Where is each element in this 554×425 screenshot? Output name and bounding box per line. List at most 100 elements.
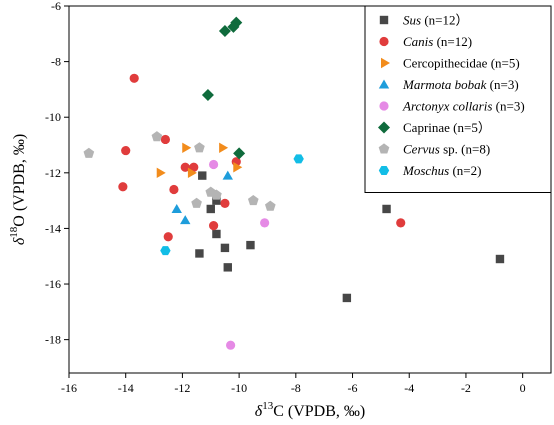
data-point bbox=[160, 134, 170, 145]
legend-label-part: (n=3) bbox=[492, 99, 524, 114]
axes: -16 -14 -12 -10 -8 -6 -4 -2 0 -18 -16 -14 -12 -10 -8 -6… bbox=[8, 0, 552, 420]
legend-label: Cercopithecidae (n=5) bbox=[403, 56, 520, 71]
series-1 bbox=[118, 73, 406, 242]
legend-label-part: Canis bbox=[403, 34, 433, 49]
plot-area bbox=[83, 16, 505, 350]
data-point bbox=[129, 73, 139, 83]
legend-box bbox=[364, 5, 552, 193]
data-point bbox=[247, 195, 259, 206]
legend-marker bbox=[378, 121, 390, 134]
x-tick-label: -8 bbox=[291, 381, 301, 395]
data-point bbox=[396, 218, 406, 228]
legend-label: Arctonyx collaris (n=3) bbox=[402, 99, 525, 114]
series-4 bbox=[209, 159, 270, 350]
legend-label-part: (n=2) bbox=[449, 163, 481, 178]
data-point bbox=[182, 142, 192, 153]
y-tick-label: -10 bbox=[45, 110, 61, 124]
legend-label-part: Sus bbox=[403, 13, 421, 28]
y-axis-title: δ18O (VPDB, ‰) bbox=[8, 134, 28, 245]
legend-label: Sus (n=12） bbox=[403, 13, 468, 28]
data-point bbox=[195, 249, 204, 258]
legend-label-part: Caprinae (n=5） bbox=[403, 120, 491, 135]
data-point bbox=[156, 167, 166, 179]
y-tick-label: -18 bbox=[45, 333, 61, 347]
x-tick-label: 0 bbox=[520, 381, 526, 395]
data-point bbox=[151, 131, 163, 142]
legend-label-part: Cercopithecidae (n=5) bbox=[403, 56, 520, 71]
data-point bbox=[163, 232, 173, 242]
data-point bbox=[209, 159, 219, 170]
x-axis-title-delta: δ bbox=[255, 403, 263, 420]
legend-marker bbox=[378, 166, 390, 175]
x-tick-label: -14 bbox=[118, 381, 134, 395]
data-point bbox=[293, 154, 304, 164]
data-point bbox=[246, 240, 255, 250]
series-6 bbox=[83, 131, 276, 211]
y-tick-label: -16 bbox=[45, 277, 61, 291]
x-tick-label: -12 bbox=[174, 381, 190, 395]
series-7 bbox=[160, 154, 304, 256]
legend-label-part: Marmota bobak bbox=[402, 77, 487, 92]
legend-label: Moschus (n=2) bbox=[402, 163, 481, 178]
legend-label: Marmota bobak (n=3) bbox=[402, 77, 519, 92]
data-point bbox=[83, 147, 95, 158]
legend-marker bbox=[379, 101, 389, 111]
data-point bbox=[121, 145, 131, 156]
y-tick-label: -8 bbox=[51, 55, 61, 69]
data-point bbox=[218, 25, 231, 38]
data-point bbox=[226, 340, 236, 350]
data-point bbox=[264, 200, 276, 211]
data-point bbox=[118, 182, 128, 192]
data-point bbox=[171, 203, 182, 213]
data-point bbox=[495, 254, 505, 264]
data-point bbox=[223, 263, 232, 272]
x-axis-title-sup: 13 bbox=[262, 400, 274, 412]
legend-marker bbox=[379, 15, 389, 25]
x-tick-label: -4 bbox=[404, 381, 414, 395]
legend-label: Caprinae (n=5） bbox=[403, 120, 491, 135]
data-point bbox=[212, 229, 221, 239]
legend-label: Cervus sp. (n=8) bbox=[403, 142, 490, 157]
legend: Sus (n=12） Canis (n=12) Cercopithecidae (n… bbox=[364, 5, 552, 193]
y-axis-title-delta: δ bbox=[11, 237, 28, 245]
data-point bbox=[233, 162, 243, 173]
data-point bbox=[222, 170, 233, 180]
x-axis-title-text: C (VPDB, ‰) bbox=[273, 403, 365, 420]
legend-marker bbox=[379, 36, 389, 47]
y-axis-title-sup: 18 bbox=[8, 226, 20, 238]
legend-marker bbox=[381, 57, 390, 69]
series-5 bbox=[201, 16, 246, 160]
legend-label-part: Arctonyx collaris bbox=[402, 99, 492, 114]
data-point bbox=[169, 184, 179, 195]
data-point bbox=[160, 246, 171, 256]
legend-label-part: (n=12） bbox=[421, 13, 468, 28]
data-point bbox=[342, 293, 352, 303]
data-point bbox=[194, 142, 205, 153]
x-tick-label: -16 bbox=[61, 381, 77, 395]
data-point bbox=[209, 221, 219, 231]
legend-label: Canis (n=12) bbox=[403, 34, 472, 49]
series-2 bbox=[156, 142, 243, 179]
data-point bbox=[189, 162, 199, 172]
data-point bbox=[220, 243, 230, 253]
data-point bbox=[211, 189, 222, 200]
x-tick-label: -2 bbox=[461, 381, 471, 395]
y-tick-label: -14 bbox=[45, 221, 61, 235]
data-point bbox=[180, 215, 191, 225]
data-point bbox=[180, 162, 190, 172]
data-point bbox=[187, 167, 197, 179]
legend-marker bbox=[378, 143, 390, 154]
data-point bbox=[227, 20, 240, 33]
data-point bbox=[233, 147, 246, 160]
y-tick-label: -6 bbox=[51, 0, 61, 13]
data-point bbox=[220, 198, 230, 209]
data-point bbox=[212, 196, 221, 205]
data-point bbox=[206, 204, 215, 214]
data-point bbox=[382, 204, 391, 214]
x-axis-title: δ13C (VPDB, ‰) bbox=[255, 400, 365, 420]
data-point bbox=[198, 171, 207, 180]
x-tick-label: -10 bbox=[231, 381, 247, 395]
data-point bbox=[201, 88, 214, 101]
data-point bbox=[219, 142, 229, 153]
